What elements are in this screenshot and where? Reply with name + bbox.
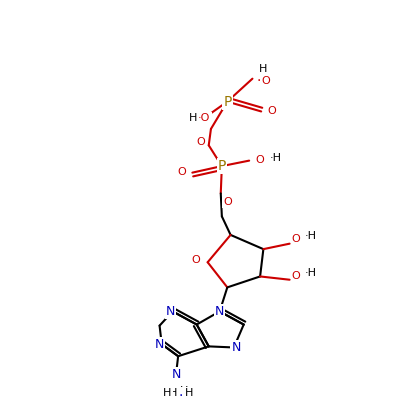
Text: N: N	[215, 305, 224, 318]
Text: H: H	[189, 113, 198, 123]
Text: O: O	[223, 197, 232, 207]
Text: P: P	[223, 95, 232, 109]
Text: ·H: ·H	[304, 231, 316, 241]
Text: N: N	[166, 305, 175, 318]
Text: ·N·: ·N·	[178, 386, 194, 396]
Text: O: O	[177, 166, 186, 176]
Text: O: O	[256, 154, 264, 164]
Text: N: N	[231, 341, 241, 354]
Text: ·H: ·H	[269, 154, 281, 164]
Text: ·: ·	[178, 388, 182, 400]
Text: N: N	[171, 368, 181, 381]
Text: O: O	[261, 76, 270, 86]
Text: O: O	[268, 106, 276, 116]
Text: H: H	[259, 64, 268, 74]
Text: ·: ·	[257, 74, 261, 88]
Text: H: H	[168, 388, 177, 398]
Text: P: P	[218, 159, 226, 173]
Text: H: H	[180, 386, 188, 396]
Text: O: O	[292, 234, 300, 244]
Text: ·H: ·H	[304, 268, 316, 278]
Text: O: O	[197, 137, 206, 147]
Text: H: H	[185, 388, 193, 398]
Text: O: O	[191, 255, 200, 265]
Text: ·O: ·O	[198, 113, 210, 123]
Text: H: H	[163, 388, 172, 398]
Text: N: N	[155, 338, 164, 351]
Text: O: O	[292, 272, 300, 282]
